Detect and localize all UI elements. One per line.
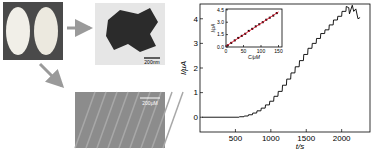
series-line	[226, 12, 279, 46]
fiber-streak	[141, 92, 161, 148]
data-group	[202, 5, 360, 117]
cocoon-photo	[3, 2, 63, 60]
y-tick-label: 0	[194, 113, 199, 122]
series-line	[202, 5, 360, 117]
fiber-streak	[108, 92, 128, 148]
x-tick	[306, 129, 307, 132]
y-tick-label: 4.5	[217, 7, 224, 13]
y-tick-label: 2	[194, 64, 199, 73]
y-tick-label: 3.0	[217, 19, 224, 25]
fiber-streak	[97, 92, 117, 148]
x-tick	[235, 129, 236, 132]
fiber-streak	[75, 92, 95, 148]
y-tick	[200, 92, 203, 93]
arrow	[67, 27, 90, 30]
inset-chart: 0501001500.01.53.04.5C/μMI/μA	[210, 7, 283, 60]
x-tick-label: 1000	[262, 134, 280, 143]
figure: 200nm200μM50010001500200001234t/sI/μA050…	[0, 0, 378, 151]
tem-image	[95, 3, 165, 65]
y-axis-label: I/μA	[179, 61, 188, 75]
y-tick-label: 1.5	[217, 31, 224, 37]
plot-frame	[200, 4, 370, 132]
x-tick-label: 50	[241, 48, 247, 54]
plot-frame	[226, 9, 282, 47]
scale-bar-label: 200nm	[144, 59, 159, 65]
y-tick-label: 0.0	[217, 44, 224, 50]
cocoon	[6, 7, 30, 55]
x-tick	[278, 45, 279, 47]
y-tick-label: 1	[194, 88, 199, 97]
y-tick	[200, 18, 203, 19]
fiber-streak	[119, 92, 139, 148]
cocoon	[34, 7, 58, 55]
x-tick	[261, 45, 262, 47]
x-tick	[243, 45, 244, 47]
x-tick-label: 150	[274, 48, 283, 54]
tem-particle	[106, 8, 158, 52]
y-tick-label: 3	[194, 39, 199, 48]
fiber-streak	[163, 92, 183, 148]
fiber-streak	[86, 92, 106, 148]
y-tick	[200, 68, 203, 69]
x-axis-label: C/μM	[248, 54, 261, 60]
x-tick	[270, 129, 271, 132]
x-tick-label: 0	[225, 48, 228, 54]
x-tick-label: 2000	[333, 134, 351, 143]
main-chart: 50010001500200001234t/sI/μA	[179, 4, 370, 151]
y-tick-label: 4	[194, 15, 199, 24]
scale-bar	[140, 98, 160, 99]
y-tick	[226, 22, 228, 23]
y-tick	[226, 47, 228, 48]
y-tick	[200, 43, 203, 44]
y-tick	[226, 9, 228, 10]
x-tick-label: 500	[229, 134, 243, 143]
x-tick	[341, 129, 342, 132]
sem-image	[75, 92, 165, 148]
scale-bar-label: 200μM	[142, 100, 157, 106]
data-group	[226, 12, 279, 46]
y-tick	[226, 34, 228, 35]
arrow	[40, 64, 62, 86]
y-axis-label: I/μA	[210, 23, 216, 33]
x-axis-label: t/s	[296, 142, 304, 151]
